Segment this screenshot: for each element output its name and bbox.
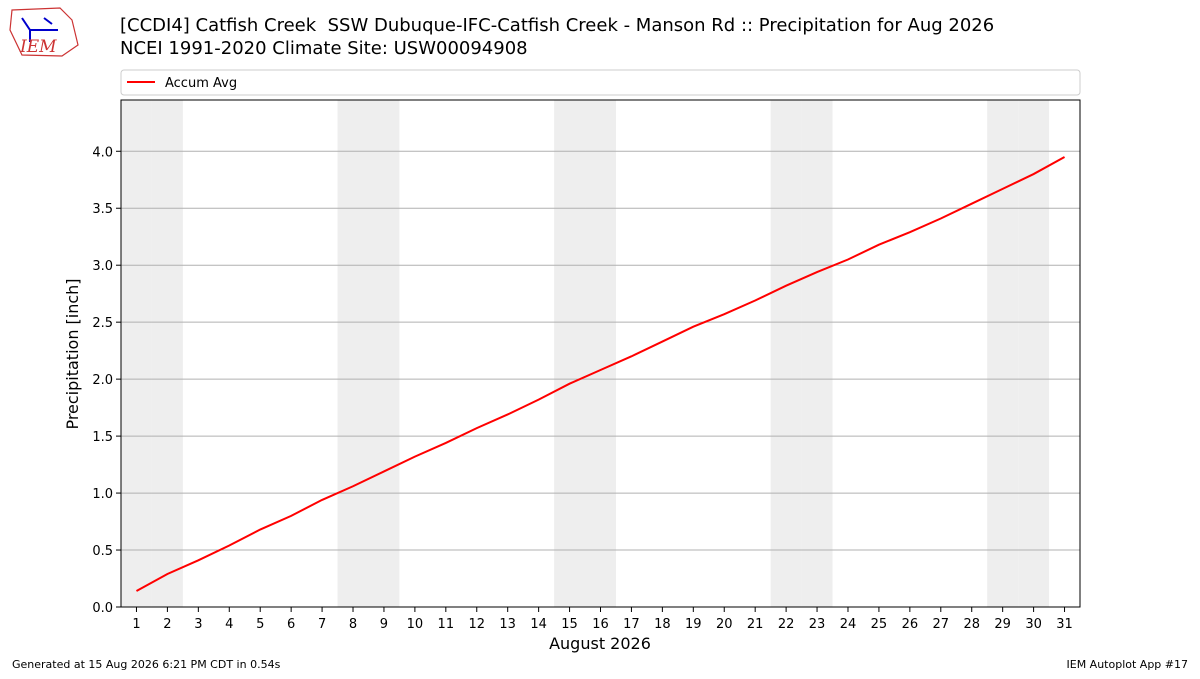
x-tick-label: 27 [933, 617, 950, 632]
shaded-day [368, 100, 400, 607]
x-tick-label: 2 [163, 617, 171, 632]
x-tick-label: 14 [530, 617, 547, 632]
x-tick-label: 31 [1056, 617, 1073, 632]
shaded-day [554, 100, 586, 607]
line [135, 156, 1066, 592]
shaded-day [1018, 100, 1050, 607]
y-axis-label: Precipitation [inch] [63, 278, 82, 429]
x-tick-label: 4 [225, 617, 233, 632]
logo-outline [9, 7, 79, 57]
shaded-day [987, 100, 1019, 607]
x-tick-label: 6 [287, 617, 295, 632]
x-tick-label: 10 [407, 617, 424, 632]
x-tick-label: 1 [132, 617, 140, 632]
plot-frame [120, 99, 1081, 608]
x-tick-label: 16 [592, 617, 609, 632]
footer-left: Generated at 15 Aug 2026 6:21 PM CDT in … [12, 658, 281, 671]
x-tick-label: 20 [716, 617, 733, 632]
y-tick-label: 3.0 [92, 259, 113, 274]
shaded-day [585, 100, 616, 607]
x-tick-label: 19 [685, 617, 702, 632]
shaded-day [337, 100, 369, 607]
x-tick-label: 25 [871, 617, 888, 632]
x-tick-label: 17 [623, 617, 640, 632]
x-tick-label: 29 [994, 617, 1011, 632]
logo-text: IEM [19, 37, 57, 57]
chart-subtitle: NCEI 1991-2020 Climate Site: USW00094908 [120, 38, 528, 59]
logo-icon [21, 17, 58, 42]
y-tick-label: 4.0 [92, 145, 113, 160]
y-tick-label: 1.0 [92, 487, 113, 502]
chart-title: [CCDI4] Catfish Creek SSW Dubuque-IFC-Ca… [120, 15, 994, 36]
x-tick-label: 18 [654, 617, 671, 632]
x-axis-label: August 2026 [549, 634, 651, 653]
shaded-day [151, 100, 183, 607]
x-tick-label: 13 [499, 617, 516, 632]
x-tick-label: 30 [1025, 617, 1042, 632]
x-tick-label: 23 [809, 617, 826, 632]
footer-right: IEM Autoplot App #17 [1067, 658, 1189, 671]
y-tick-label: 2.5 [92, 316, 113, 331]
legend-box [120, 69, 1081, 96]
shaded-day [121, 100, 152, 607]
x-tick-label: 26 [902, 617, 919, 632]
x-tick-label: 8 [349, 617, 357, 632]
x-tick-label: 3 [194, 617, 202, 632]
y-tick-label: 2.0 [92, 373, 113, 388]
legend-label: Accum Avg [165, 76, 237, 91]
x-tick-label: 24 [840, 617, 857, 632]
shaded-day [801, 100, 833, 607]
x-tick-label: 28 [963, 617, 980, 632]
y-tick-label: 3.5 [92, 202, 113, 217]
logo: IEM [9, 7, 79, 57]
x-tick-label: 21 [747, 617, 764, 632]
y-tick-label: 1.5 [92, 430, 113, 445]
x-tick-label: 12 [468, 617, 485, 632]
x-tick-label: 7 [318, 617, 326, 632]
x-tick-label: 9 [380, 617, 388, 632]
x-tick-label: 5 [256, 617, 264, 632]
x-tick-label: 22 [778, 617, 795, 632]
x-tick-label: 15 [561, 617, 578, 632]
y-tick-label: 0.0 [92, 601, 113, 616]
x-tick-label: 11 [438, 617, 455, 632]
y-tick-label: 0.5 [92, 544, 113, 559]
shaded-day [770, 100, 802, 607]
